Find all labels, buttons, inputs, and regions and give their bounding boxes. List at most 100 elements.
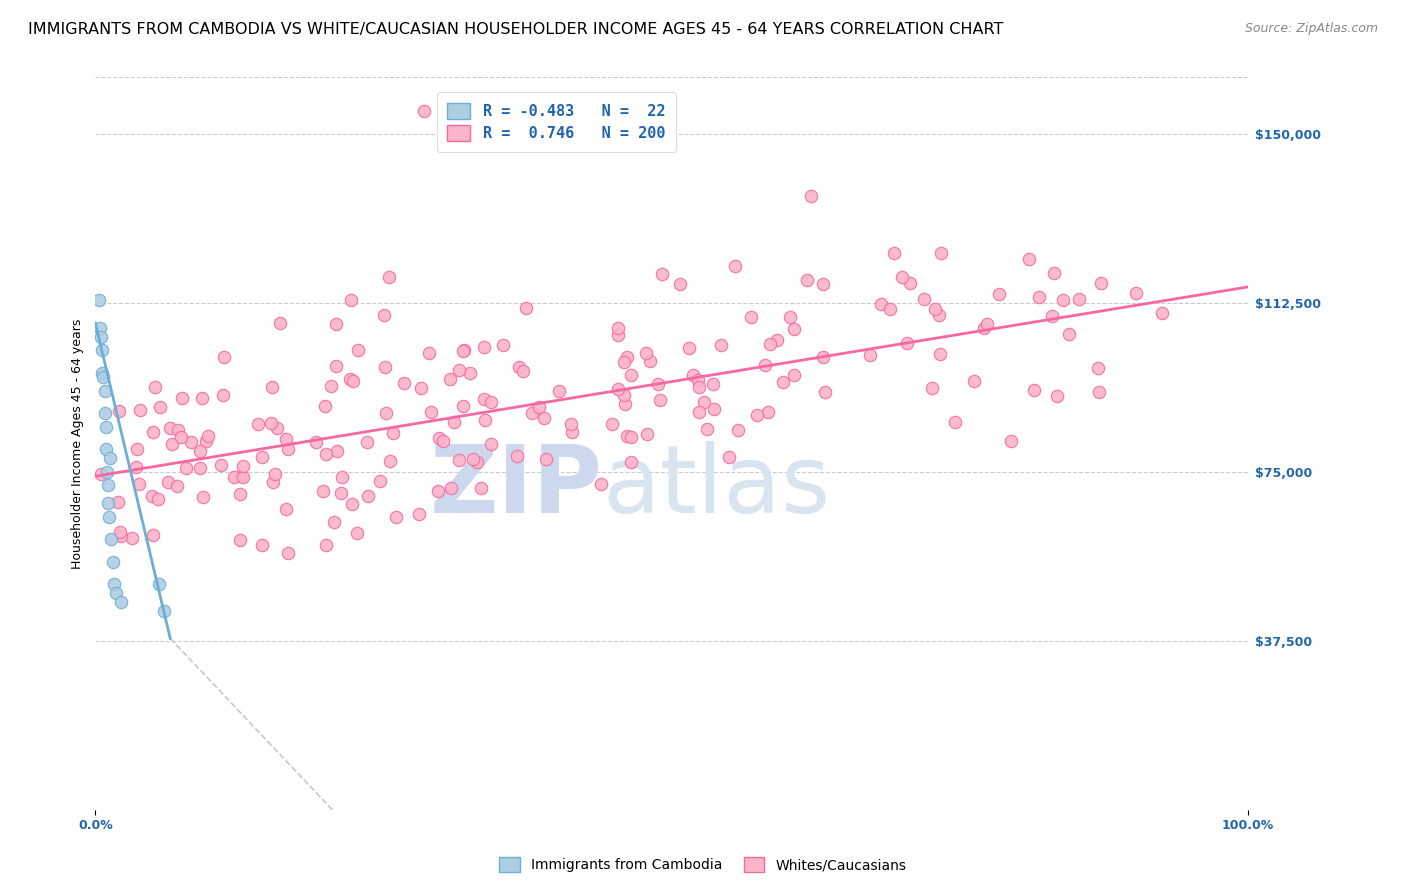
Point (197, 429, 219, 443)
Point (167, 423, 190, 437)
Point (209, 458, 232, 473)
Point (1018, 252, 1040, 266)
Point (356, 434, 378, 449)
Point (429, 431, 451, 445)
Point (693, 394, 716, 409)
Point (169, 430, 191, 444)
Point (479, 437, 502, 451)
Point (458, 366, 481, 380)
Point (1087, 360, 1109, 375)
Point (606, 327, 628, 342)
Point (591, 477, 613, 491)
Point (1042, 309, 1064, 323)
Point (1090, 276, 1112, 290)
Point (262, 475, 284, 489)
Point (534, 452, 557, 467)
Point (772, 375, 794, 389)
Point (374, 406, 396, 420)
Point (380, 454, 402, 468)
Point (512, 364, 534, 378)
Point (453, 343, 475, 357)
Point (636, 426, 658, 441)
Point (783, 321, 806, 335)
Point (94, 442, 117, 457)
Point (162, 437, 184, 451)
Point (195, 434, 218, 448)
Point (101, 555, 124, 569)
Point (1152, 305, 1174, 319)
Point (420, 405, 443, 419)
Point (97, 496, 120, 510)
Point (747, 409, 769, 423)
Point (533, 410, 555, 425)
Point (315, 447, 337, 461)
Point (128, 476, 150, 491)
Point (277, 442, 299, 456)
Point (814, 384, 837, 399)
Point (602, 417, 624, 432)
Point (232, 470, 254, 484)
Point (121, 532, 143, 546)
Point (232, 458, 254, 473)
Point (252, 537, 274, 551)
Point (439, 372, 461, 386)
Point (520, 406, 543, 420)
Point (340, 497, 363, 511)
Point (93, 370, 115, 384)
Point (756, 405, 779, 419)
Point (717, 450, 740, 464)
Point (228, 533, 250, 547)
Point (266, 421, 288, 435)
Point (274, 501, 297, 516)
Point (616, 351, 638, 365)
Point (347, 343, 370, 358)
Point (1043, 266, 1066, 280)
Point (149, 401, 172, 415)
Point (470, 482, 492, 496)
Point (859, 348, 882, 362)
Point (912, 292, 935, 306)
Point (325, 318, 347, 332)
Point (382, 425, 405, 440)
Point (811, 351, 834, 365)
Point (142, 528, 165, 542)
Point (529, 400, 551, 414)
Point (110, 524, 132, 539)
Point (811, 277, 834, 291)
Point (107, 404, 129, 418)
Point (924, 301, 946, 316)
Point (153, 604, 176, 618)
Point (973, 321, 995, 335)
Point (928, 347, 950, 361)
Point (260, 379, 283, 393)
Point (110, 528, 132, 542)
Point (142, 425, 165, 439)
Point (650, 393, 672, 408)
Point (1067, 292, 1090, 306)
Point (159, 421, 181, 435)
Point (222, 469, 245, 483)
Point (451, 343, 474, 358)
Point (170, 391, 193, 405)
Point (474, 340, 496, 354)
Point (408, 507, 430, 521)
Text: atlas: atlas (602, 442, 831, 533)
Point (432, 434, 454, 449)
Point (682, 368, 704, 382)
Point (87, 293, 110, 308)
Point (94, 419, 117, 434)
Point (614, 397, 637, 411)
Point (90, 467, 112, 481)
Point (896, 335, 918, 350)
Point (377, 270, 399, 285)
Point (724, 259, 747, 273)
Y-axis label: Householder Income Ages 45 - 64 years: Householder Income Ages 45 - 64 years (72, 318, 84, 569)
Point (928, 308, 950, 322)
Point (97, 478, 120, 492)
Point (560, 417, 582, 432)
Point (779, 310, 801, 325)
Point (766, 333, 789, 347)
Point (898, 277, 921, 291)
Point (229, 486, 252, 500)
Point (357, 489, 380, 503)
